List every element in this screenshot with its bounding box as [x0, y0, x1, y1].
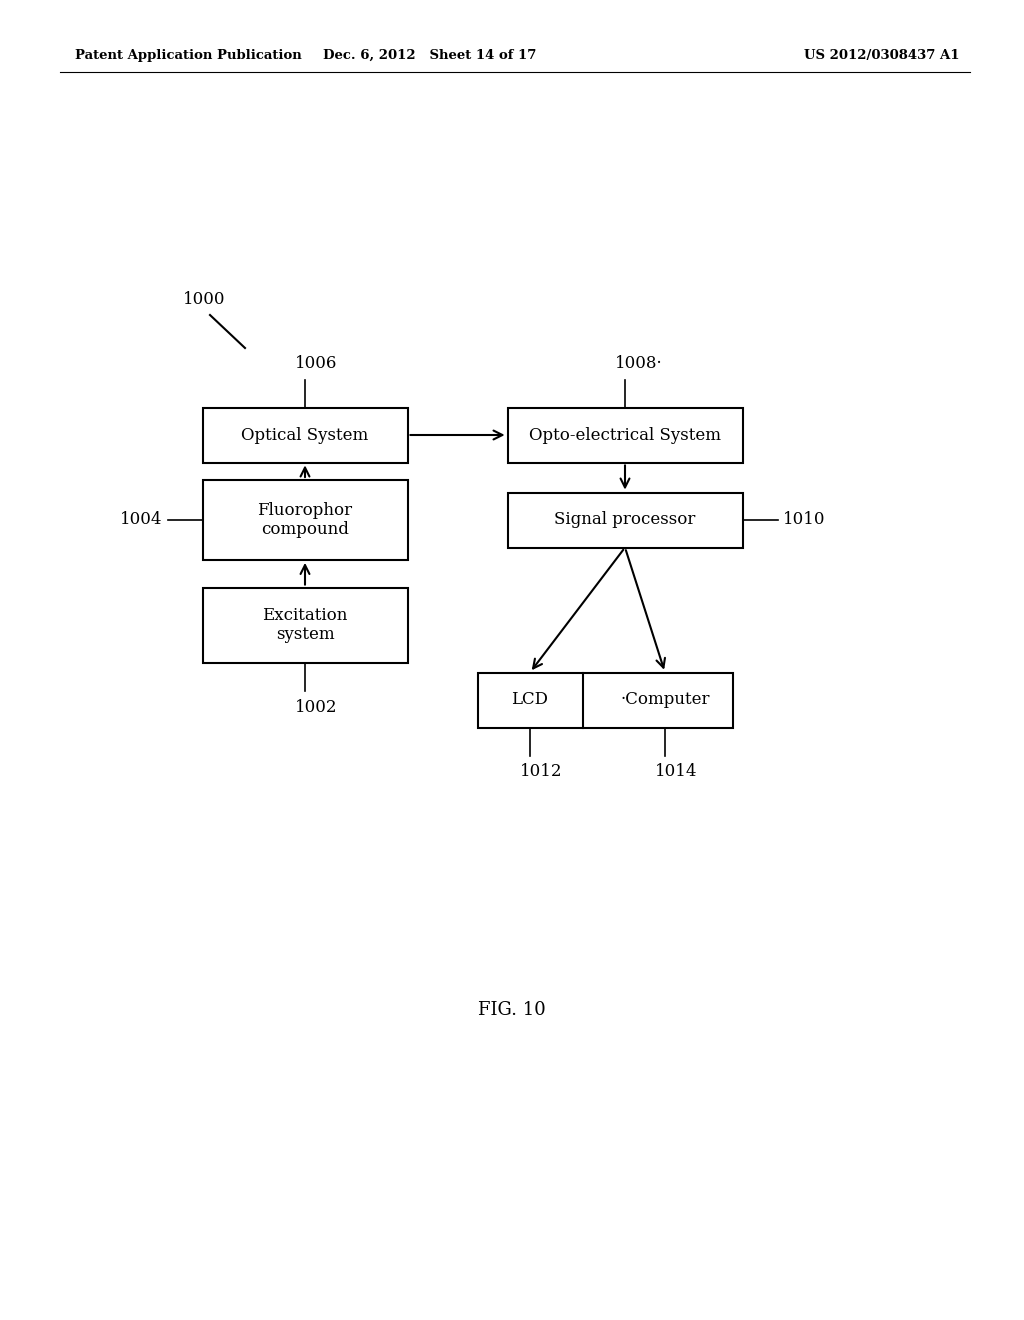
Text: 1014: 1014 [655, 763, 697, 780]
Text: Signal processor: Signal processor [554, 511, 695, 528]
Bar [508, 408, 742, 462]
Bar [203, 587, 408, 663]
Bar [508, 492, 742, 548]
Text: 1006: 1006 [295, 355, 337, 371]
Text: LCD: LCD [512, 692, 549, 709]
Text: FIG. 10: FIG. 10 [478, 1001, 546, 1019]
Text: Excitation
system: Excitation system [262, 607, 348, 643]
Text: 1004: 1004 [120, 511, 163, 528]
Text: Patent Application Publication: Patent Application Publication [75, 49, 302, 62]
Text: 1012: 1012 [520, 763, 562, 780]
Text: 1010: 1010 [782, 511, 825, 528]
Bar [477, 672, 732, 727]
Bar [203, 408, 408, 462]
Text: Opto-electrical System: Opto-electrical System [529, 426, 721, 444]
Text: 1000: 1000 [183, 292, 225, 309]
Text: ·Computer: ·Computer [621, 692, 710, 709]
Text: 1002: 1002 [295, 698, 338, 715]
Text: Optical System: Optical System [242, 426, 369, 444]
Text: 1008·: 1008· [615, 355, 663, 371]
Text: US 2012/0308437 A1: US 2012/0308437 A1 [805, 49, 961, 62]
Bar [203, 480, 408, 560]
Text: Fluorophor
compound: Fluorophor compound [257, 502, 352, 539]
Text: Dec. 6, 2012   Sheet 14 of 17: Dec. 6, 2012 Sheet 14 of 17 [324, 49, 537, 62]
